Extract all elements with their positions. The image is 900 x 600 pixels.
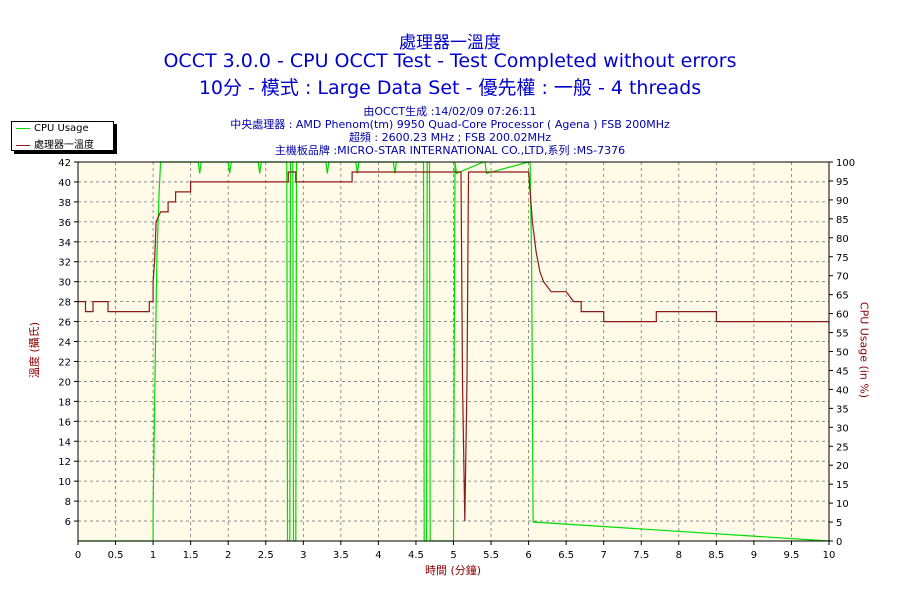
x-tick-label: 9.5 bbox=[783, 550, 799, 561]
chart-subtitle-2: 10分 - 模式 : Large Data Set - 優先權 : 一般 - 4… bbox=[198, 77, 702, 99]
y-tick-label-right: 40 bbox=[836, 385, 849, 396]
y-tick-label-right: 50 bbox=[836, 348, 849, 359]
y-tick-label-left: 40 bbox=[58, 178, 71, 189]
x-axis-label: 時間 (分鐘) bbox=[424, 564, 482, 577]
y-tick-label-left: 16 bbox=[58, 417, 71, 428]
y-tick-label-left: 28 bbox=[58, 298, 71, 309]
info-generated: 由OCCT生成 :14/02/09 07:26:11 bbox=[363, 105, 537, 118]
info-board: 主機板品牌 :MICRO-STAR INTERNATIONAL CO.,LTD,… bbox=[274, 144, 626, 157]
x-tick-label: 1.5 bbox=[183, 550, 199, 561]
y-tick-label-right: 55 bbox=[836, 329, 849, 340]
x-tick-label: 3 bbox=[300, 550, 306, 561]
x-tick-label: 6.5 bbox=[558, 550, 574, 561]
y-tick-label-left: 32 bbox=[58, 258, 71, 269]
y-tick-label-right: 80 bbox=[836, 234, 849, 245]
y-tick-label-left: 6 bbox=[65, 517, 71, 528]
y-tick-label-left: 34 bbox=[58, 238, 71, 249]
y-tick-label-left: 36 bbox=[58, 218, 71, 229]
y-tick-label-left: 24 bbox=[58, 338, 71, 349]
y-tick-label-right: 60 bbox=[836, 310, 849, 321]
x-tick-label: 7 bbox=[601, 550, 607, 561]
x-tick-label: 1 bbox=[150, 550, 156, 561]
x-tick-label: 5.5 bbox=[483, 550, 499, 561]
x-tick-label: 0 bbox=[75, 550, 81, 561]
legend-item-cpu-usage: CPU Usage bbox=[16, 123, 89, 135]
chart-legend: CPU Usage 處理器一溫度 bbox=[11, 121, 114, 151]
legend-swatch-temperature bbox=[16, 144, 30, 146]
y-tick-label-right: 45 bbox=[836, 366, 849, 377]
y-tick-label-right: 65 bbox=[836, 291, 849, 302]
y-tick-label-right: 75 bbox=[836, 253, 849, 264]
chart-title: 處理器一溫度 bbox=[399, 33, 501, 53]
x-tick-label: 0.5 bbox=[108, 550, 124, 561]
y-tick-label-right: 25 bbox=[836, 442, 849, 453]
series-line-temperature bbox=[78, 171, 829, 522]
y-tick-label-right: 100 bbox=[836, 158, 855, 169]
legend-item-temperature: 處理器一溫度 bbox=[16, 136, 94, 151]
y-tick-label-right: 0 bbox=[836, 537, 842, 548]
y-axis-label-right: CPU Usage (in %) bbox=[857, 301, 871, 399]
x-tick-label: 8 bbox=[676, 550, 682, 561]
y-tick-label-left: 38 bbox=[58, 198, 71, 209]
y-tick-label-left: 42 bbox=[58, 158, 71, 169]
x-tick-label: 3.5 bbox=[333, 550, 349, 561]
x-tick-label: 4 bbox=[375, 550, 381, 561]
y-tick-label-left: 12 bbox=[58, 457, 71, 468]
y-tick-label-left: 14 bbox=[58, 437, 71, 448]
x-tick-label: 10 bbox=[823, 550, 836, 561]
y-tick-label-right: 95 bbox=[836, 177, 849, 188]
info-clock: 超頻 : 2600.23 MHz ; FSB 200.02MHz bbox=[348, 131, 552, 144]
x-tick-label: 6 bbox=[525, 550, 531, 561]
x-tick-label: 2.5 bbox=[258, 550, 274, 561]
y-tick-label-right: 10 bbox=[836, 499, 849, 510]
legend-label-temperature: 處理器一溫度 bbox=[34, 140, 94, 151]
y-tick-label-left: 22 bbox=[58, 357, 71, 368]
y-tick-label-right: 35 bbox=[836, 404, 849, 415]
x-tick-label: 5 bbox=[450, 550, 456, 561]
x-tick-label: 9 bbox=[751, 550, 757, 561]
y-tick-label-right: 15 bbox=[836, 480, 849, 491]
y-tick-label-left: 30 bbox=[58, 278, 71, 289]
legend-label-cpu-usage: CPU Usage bbox=[34, 123, 89, 134]
y-tick-label-left: 20 bbox=[58, 377, 71, 388]
y-tick-label-right: 5 bbox=[836, 518, 842, 529]
info-cpu: 中央處理器 : AMD Phenom(tm) 9950 Quad-Core Pr… bbox=[230, 118, 670, 131]
chart-subtitle: OCCT 3.0.0 - CPU OCCT Test - Test Comple… bbox=[163, 50, 737, 72]
y-tick-label-left: 10 bbox=[58, 477, 71, 488]
y-tick-label-left: 26 bbox=[58, 318, 71, 329]
x-tick-label: 8.5 bbox=[708, 550, 724, 561]
y-tick-label-right: 90 bbox=[836, 196, 849, 207]
x-tick-label: 4.5 bbox=[408, 550, 424, 561]
y-axis-label-left: 溫度 (攝氏) bbox=[28, 321, 41, 379]
y-tick-label-right: 20 bbox=[836, 461, 849, 472]
x-tick-label: 7.5 bbox=[633, 550, 649, 561]
y-tick-label-right: 85 bbox=[836, 215, 849, 226]
y-tick-label-right: 70 bbox=[836, 272, 849, 283]
plot-frame bbox=[77, 161, 830, 542]
y-tick-label-left: 8 bbox=[65, 497, 71, 508]
x-tick-label: 2 bbox=[225, 550, 231, 561]
y-tick-label-left: 18 bbox=[58, 397, 71, 408]
y-tick-label-right: 30 bbox=[836, 423, 849, 434]
legend-swatch-cpu-usage bbox=[16, 127, 30, 129]
